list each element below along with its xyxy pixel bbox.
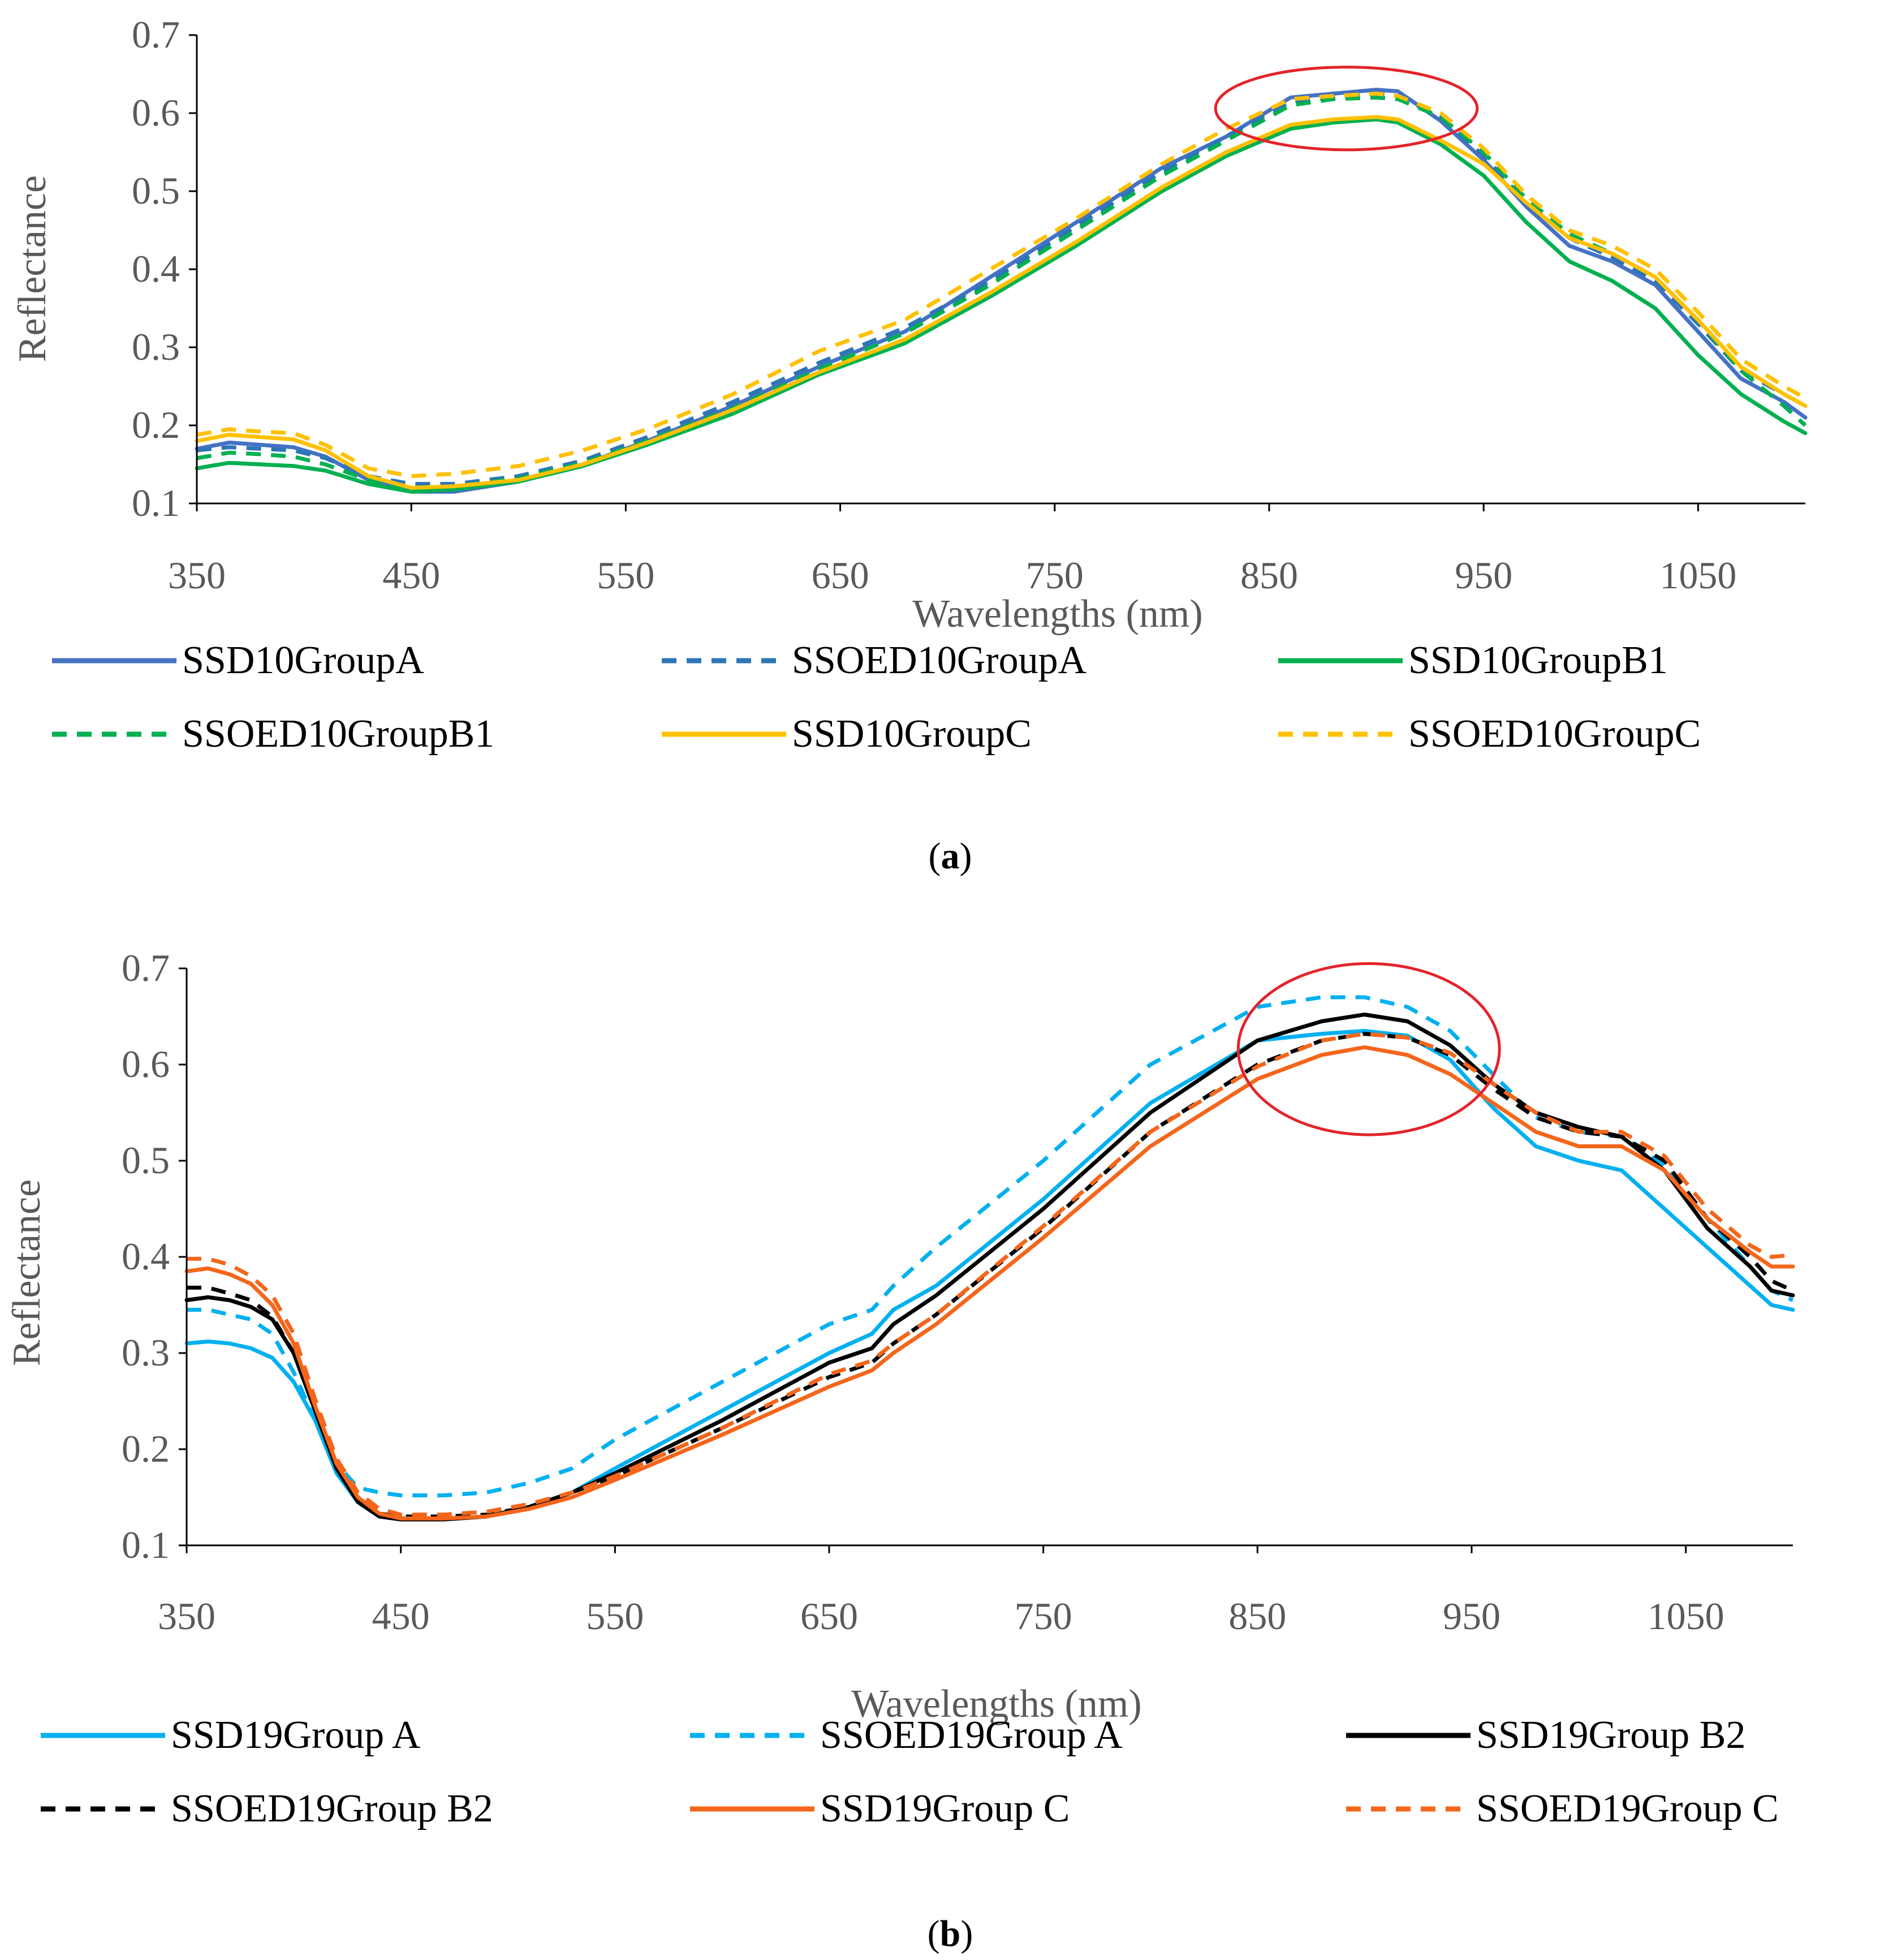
- chart-a-y-tick-label: 0.5: [132, 169, 180, 212]
- chart-b-legend-label: SSD19Group C: [820, 1787, 1070, 1830]
- chart-b-legend-item: SSOED19Group A: [690, 1713, 1123, 1757]
- chart-b-axes: 0.1 0.2 0.3 0.4 0.5 0.6 0.7 350 450 550 650 750 850 9…: [122, 946, 1793, 1638]
- chart-a-highlight-ellipse: [1214, 66, 1479, 152]
- chart-b-series-line-5: [184, 1045, 1795, 1520]
- chart-a-legend-item: SSOED10GroupB1: [52, 712, 494, 756]
- chart-b-series-line-1: [184, 1029, 1795, 1520]
- chart-b-y-tick-label: 0.3: [122, 1331, 170, 1374]
- chart-a-y-axis-title: Reflectance: [11, 175, 54, 362]
- chart-a-legend-item: SSOED10GroupC: [1278, 712, 1701, 756]
- chart-a-series-line-6: [196, 92, 1806, 479]
- chart-a-legend-label: SSD10GroupB1: [1408, 639, 1668, 682]
- chart-b-legend-label: SSOED19Group C: [1476, 1787, 1779, 1830]
- chart-b-y-tick-label: 0.5: [122, 1139, 170, 1182]
- chart-a-legend-label: SSD10GroupA: [182, 639, 424, 682]
- chart-b-series-group: [184, 995, 1795, 1522]
- chart-b-legend-item: SSOED19Group B2: [41, 1787, 493, 1830]
- chart-a-y-tick-label: 0.1: [132, 481, 180, 524]
- chart-b-x-tick-label: 450: [372, 1595, 430, 1638]
- chart-b-x-tick-label: 1050: [1648, 1595, 1724, 1638]
- chart-a-y-tick-label: 0.3: [132, 325, 180, 368]
- chart-a-legend-label: SSD10GroupC: [792, 712, 1032, 756]
- chart-b-x-axis-title: Wavelengths (nm): [851, 1682, 1141, 1726]
- chart-a-caption: (a): [929, 835, 972, 877]
- chart-b-legend: SSD19Group A SSOED19Group A SSD19Group B2 S…: [41, 1713, 1779, 1830]
- chart-a-x-tick-label: 650: [812, 554, 869, 597]
- chart-b-y-tick-label: 0.4: [122, 1235, 170, 1278]
- chart-b-legend-label: SSOED19Group B2: [171, 1787, 493, 1830]
- chart-a-series-line-4: [196, 95, 1807, 490]
- chart-a-series-line-3: [195, 117, 1808, 494]
- chart-a-legend: SSD10GroupA SSOED10GroupA SSD10GroupB1 SSOE…: [52, 639, 1701, 756]
- chart-b-series-line-3: [184, 1013, 1795, 1522]
- chart-b-y-tick-label: 0.1: [122, 1523, 170, 1566]
- chart-b-caption-letter: b: [940, 1913, 961, 1954]
- chart-a-x-axis-title: Wavelengths (nm): [912, 592, 1202, 636]
- chart-b-series-line-4: [187, 1032, 1794, 1519]
- chart-b-x-tick-label: 650: [800, 1595, 858, 1638]
- chart-a-legend-item: SSD10GroupA: [52, 639, 424, 682]
- chart-b-caption: (b): [928, 1913, 973, 1954]
- chart-b-y-axis-title: Reflectance: [5, 1179, 49, 1366]
- chart-b: 0.1 0.2 0.3 0.4 0.5 0.6 0.7 350 450 550 650 750 850 9…: [5, 946, 1795, 1954]
- chart-b-highlight-ellipse: [1236, 962, 1501, 1136]
- chart-b-legend-label: SSD19Group A: [171, 1713, 421, 1757]
- chart-a-legend-item: SSD10GroupC: [662, 712, 1032, 756]
- chart-a-axes: 0.1 0.2 0.3 0.4 0.5 0.6 0.7 350 450 550 650 750 850 9…: [132, 13, 1805, 597]
- chart-a-series-line-5: [195, 115, 1808, 490]
- chart-b-legend-label: SSOED19Group A: [820, 1713, 1123, 1757]
- chart-a-x-tick-label: 950: [1455, 554, 1512, 597]
- chart-b-y-tick-label: 0.6: [122, 1043, 170, 1085]
- chart-a-y-tick-label: 0.4: [132, 247, 180, 290]
- chart-a-y-tick-label: 0.7: [132, 13, 180, 56]
- chart-b-y-tick-label: 0.7: [122, 946, 170, 989]
- chart-a-legend-label: SSOED10GroupA: [792, 639, 1087, 682]
- chart-b-legend-item: SSD19Group B2: [1346, 1713, 1745, 1757]
- chart-a-y-tick-label: 0.6: [132, 91, 180, 134]
- chart-a-legend-item: SSOED10GroupA: [662, 639, 1087, 682]
- chart-a-x-tick-label: 350: [168, 554, 226, 597]
- chart-b-series-line-2: [187, 995, 1794, 1498]
- chart-b-legend-item: SSOED19Group C: [1346, 1787, 1779, 1830]
- chart-b-x-tick-label: 950: [1443, 1595, 1500, 1638]
- chart-b-x-tick-label: 350: [158, 1595, 215, 1638]
- chart-b-legend-item: SSD19Group A: [41, 1713, 421, 1757]
- chart-b-series-line-6: [187, 1032, 1793, 1517]
- chart-a-caption-letter: a: [941, 835, 960, 877]
- chart-a-x-tick-label: 750: [1026, 554, 1084, 597]
- chart-a-series-group: [195, 88, 1808, 494]
- chart-b-legend-item: SSD19Group C: [690, 1787, 1070, 1830]
- chart-a-x-tick-label: 450: [382, 554, 440, 597]
- chart-a-x-tick-label: 1050: [1659, 554, 1736, 597]
- chart-a-x-tick-label: 550: [597, 554, 654, 597]
- chart-a-legend-item: SSD10GroupB1: [1278, 639, 1668, 682]
- chart-a-legend-label: SSOED10GroupC: [1408, 712, 1701, 756]
- chart-b-y-tick-label: 0.2: [122, 1427, 170, 1470]
- chart-a-legend-label: SSOED10GroupB1: [182, 712, 494, 756]
- chart-a-y-tick-label: 0.2: [132, 403, 180, 446]
- chart-b-x-tick-label: 550: [586, 1595, 644, 1638]
- chart-b-legend-label: SSD19Group B2: [1476, 1713, 1745, 1757]
- chart-a: 0.1 0.2 0.3 0.4 0.5 0.6 0.7 350 450 550 650 750 850 9…: [11, 13, 1808, 877]
- chart-b-x-tick-label: 850: [1228, 1595, 1286, 1638]
- chart-a-x-tick-label: 850: [1240, 554, 1298, 597]
- chart-b-x-tick-label: 750: [1015, 1595, 1072, 1638]
